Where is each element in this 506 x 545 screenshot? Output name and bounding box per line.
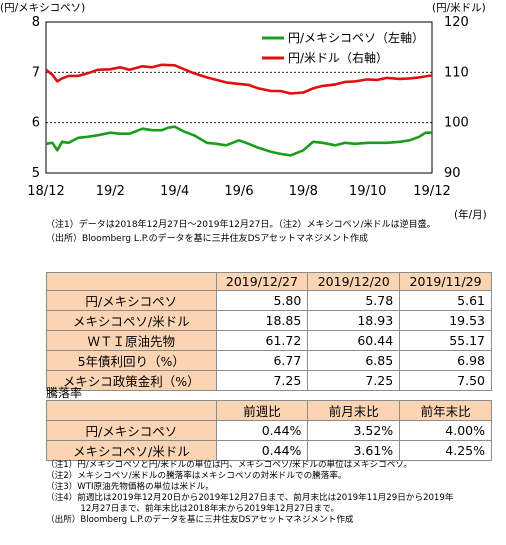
legend-label-peso: 円/メキシコペソ（左軸） xyxy=(288,30,424,45)
right-tick-label: 100 xyxy=(444,116,469,131)
right-tick-label: 110 xyxy=(444,65,469,80)
table-cell: 0.44% xyxy=(215,420,309,441)
table-cell: 5.80 xyxy=(215,290,309,311)
table-cell: 19.53 xyxy=(399,310,492,331)
chart-note-source: （出所）Bloomberg L.P.のデータを基に三井住友DSアセットマネジメン… xyxy=(46,234,369,244)
row-label: メキシコペソ/米ドル xyxy=(46,310,217,331)
footnotes: （注1）円/メキシコペソと円/米ドルの単位は円、メキシコペソ/米ドルの単位はメキ… xyxy=(46,460,453,526)
table-corner-cell xyxy=(46,400,217,421)
series-line-jpy-mxn xyxy=(45,125,432,157)
market-data-table: 2019/12/27 2019/12/20 2019/11/29 円/メキシコペ… xyxy=(46,272,492,391)
row-label: メキシコ政策金利（%） xyxy=(46,370,217,391)
row-label: メキシコペソ/米ドル xyxy=(46,440,217,461)
table-row: メキシコ政策金利（%） 7.25 7.25 7.50 xyxy=(46,370,492,391)
row-label: 円/メキシコペソ xyxy=(46,290,217,311)
table-row: メキシコペソ/米ドル 0.44% 3.61% 4.25% xyxy=(46,440,492,461)
table-cell: 4.25% xyxy=(399,440,492,461)
series-line-jpy-usd xyxy=(45,63,433,95)
tick-labels: 8 7 6 5 120 110 100 90 18/12 19/2 19/4 19/6 19/8 19/1… xyxy=(27,15,469,199)
right-tick-label: 120 xyxy=(444,15,469,30)
footnote: 12月27日まで、前年末比は2018年末から2019年12月27日まで。 xyxy=(46,504,340,514)
date-header: 2019/11/29 xyxy=(399,272,492,291)
table-corner-cell xyxy=(46,272,217,291)
table-cell: 6.98 xyxy=(399,350,492,371)
x-tick-label: 18/12 xyxy=(27,184,64,199)
fx-line-chart: 8 7 6 5 120 110 100 90 18/12 19/2 19/4 19/6 19/8 19/1… xyxy=(0,1,487,221)
footnote: （注1）円/メキシコペソと円/米ドルの単位は円、メキシコペソ/米ドルの単位はメキ… xyxy=(46,460,412,470)
table-row: 円/メキシコペソ 5.80 5.78 5.61 xyxy=(46,290,492,311)
row-label: 円/メキシコペソ xyxy=(46,420,217,441)
x-tick-label: 19/2 xyxy=(96,184,125,199)
right-axis-label: (円/米ドル) xyxy=(432,1,486,14)
table-row: ＷＴＩ原油先物 61.72 60.44 55.17 xyxy=(46,330,492,351)
table-cell: 7.25 xyxy=(215,370,309,391)
row-label: ＷＴＩ原油先物 xyxy=(46,330,217,351)
table-header-row: 2019/12/27 2019/12/20 2019/11/29 xyxy=(46,272,492,291)
x-tick-label: 19/10 xyxy=(349,184,386,199)
date-header: 2019/12/27 xyxy=(215,272,309,291)
table-row: 5年債利回り（%） 6.77 6.85 6.98 xyxy=(46,350,492,371)
table-cell: 4.00% xyxy=(399,420,492,441)
table-cell: 5.78 xyxy=(307,290,401,311)
table-cell: 6.77 xyxy=(215,350,309,371)
table-cell: 3.52% xyxy=(307,420,401,441)
legend: 円/メキシコペソ（左軸） 円/米ドル（右軸） xyxy=(255,29,430,67)
table-header-row: 前週比 前月末比 前年末比 xyxy=(46,400,492,421)
table-row: 円/メキシコペソ 0.44% 3.52% 4.00% xyxy=(46,420,492,441)
date-header: 2019/12/20 xyxy=(307,272,401,291)
table-cell: 18.93 xyxy=(307,310,401,331)
table-cell: 18.85 xyxy=(215,310,309,331)
table-cell: 3.61% xyxy=(307,440,401,461)
left-tick-label: 6 xyxy=(32,116,40,131)
table-cell: 7.50 xyxy=(399,370,492,391)
x-tick-label: 19/4 xyxy=(160,184,189,199)
left-tick-label: 5 xyxy=(32,166,40,181)
footnote-source: （出所）Bloomberg L.P.のデータを基に三井住友DSアセットマネジメン… xyxy=(46,515,354,525)
chart-notes: （注1）データは2018年12月27日～2019年12月27日。（注2）メキシコ… xyxy=(46,218,436,246)
legend-label-usd: 円/米ドル（右軸） xyxy=(288,50,388,65)
left-tick-label: 8 xyxy=(32,15,40,30)
x-axis-unit-label: (年/月) xyxy=(454,208,487,221)
left-axis-label: (円/メキシコペソ) xyxy=(0,2,85,14)
table-cell: 5.61 xyxy=(399,290,492,311)
period-header: 前月末比 xyxy=(307,400,401,421)
footnote: （注2）メキシコペソ/米ドルの騰落率はメキシコペソの対米ドルでの騰落率。 xyxy=(46,471,347,481)
change-rate-table: 前週比 前月末比 前年末比 円/メキシコペソ 0.44% 3.52% 4.00%… xyxy=(46,400,492,461)
table-cell: 55.17 xyxy=(399,330,492,351)
x-tick-label: 19/12 xyxy=(413,184,450,199)
footnote: （注4）前週比は2019年12月20日から2019年12月27日まで、前月末比は… xyxy=(46,493,454,503)
footnote: （注3）WTI原油先物価格の単位は米ドル。 xyxy=(46,482,214,492)
left-tick-label: 7 xyxy=(32,65,40,80)
table-cell: 6.85 xyxy=(307,350,401,371)
period-header: 前週比 xyxy=(215,400,309,421)
chart-note-1: （注1）データは2018年12月27日～2019年12月27日。（注2）メキシコ… xyxy=(46,220,436,230)
series-layer xyxy=(45,63,433,157)
right-tick-label: 90 xyxy=(444,166,461,181)
table-row: メキシコペソ/米ドル 18.85 18.93 19.53 xyxy=(46,310,492,331)
x-tick-label: 19/6 xyxy=(224,184,253,199)
change-rate-title: 騰落率 xyxy=(46,386,83,400)
row-label: 5年債利回り（%） xyxy=(46,350,217,371)
table-cell: 60.44 xyxy=(307,330,401,351)
table-cell: 7.25 xyxy=(307,370,401,391)
period-header: 前年末比 xyxy=(399,400,492,421)
x-tick-label: 19/8 xyxy=(289,184,318,199)
gridlines xyxy=(46,71,432,124)
table-cell: 61.72 xyxy=(215,330,309,351)
table-cell: 0.44% xyxy=(215,440,309,461)
